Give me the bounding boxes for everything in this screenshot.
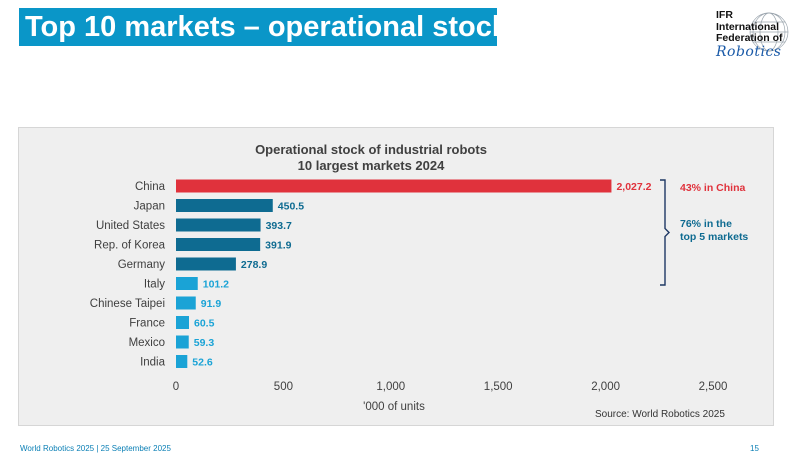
bar-rep-of-korea [176,238,261,251]
bar-france [176,316,189,329]
category-label: Mexico [129,337,165,349]
category-label: India [140,357,166,369]
x-tick-label: 2,500 [699,381,728,393]
value-label: 60.5 [194,318,215,330]
annotation-top5-line1: 76% in the [680,218,732,230]
logo-ifr: IFR [716,9,733,21]
category-label: China [135,181,166,193]
value-label: 2,027.2 [616,181,651,193]
chart-title: Operational stock of industrial robots [255,142,487,157]
x-tick-label: 2,000 [591,381,620,393]
x-tick-label: 500 [274,381,293,393]
value-label: 391.9 [265,240,291,252]
category-label: Italy [144,279,165,291]
chart-source: Source: World Robotics 2025 [595,409,725,420]
logo-federation: Federation of [716,32,783,44]
category-label: France [129,318,165,330]
x-tick-label: 0 [173,381,179,393]
x-tick-label: 1,500 [484,381,513,393]
value-label: 393.7 [266,220,292,232]
category-label: Rep. of Korea [94,240,166,252]
value-label: 91.9 [201,298,222,310]
chart-panel: Operational stock of industrial robots 10… [18,127,774,426]
bar-italy [176,277,198,290]
top5-bracket [660,179,670,286]
x-tick-label: 1,000 [376,381,405,393]
chart-subtitle: 10 largest markets 2024 [298,158,445,173]
bar-china [176,179,612,193]
bar-india [176,355,188,368]
logo-robotics: Robotics [716,43,782,60]
ifr-logo: IFR International Federation of Robotics [716,9,790,66]
slide-title: Top 10 markets – operational stock [19,8,508,46]
value-label: 101.2 [203,279,229,291]
annotation-top5-line2: top 5 markets [680,231,749,243]
x-axis-label: '000 of units [363,401,425,413]
category-label: Chinese Taipei [90,298,165,310]
page-number: 15 [750,444,759,453]
bar-chart: Operational stock of industrial robots10… [90,142,728,413]
bar-japan [176,199,273,212]
bar-germany [176,257,236,271]
value-label: 278.9 [241,259,267,271]
bar-united-states [176,218,261,232]
bar-chinese-taipei [176,296,196,310]
footer-event: World Robotics 2025 | 25 September 2025 [20,444,171,453]
category-label: Germany [118,259,166,271]
annotation-china-share: 43% in China [680,182,746,194]
globe-icon [749,12,789,52]
value-label: 450.5 [278,201,304,213]
category-label: Japan [134,201,165,213]
value-label: 59.3 [194,337,215,349]
value-label: 52.6 [192,357,213,369]
logo-international: International [716,20,780,33]
bar-mexico [176,335,189,349]
category-label: United States [96,220,165,232]
annotation-top5-share: 76% in the top 5 markets [680,218,748,244]
